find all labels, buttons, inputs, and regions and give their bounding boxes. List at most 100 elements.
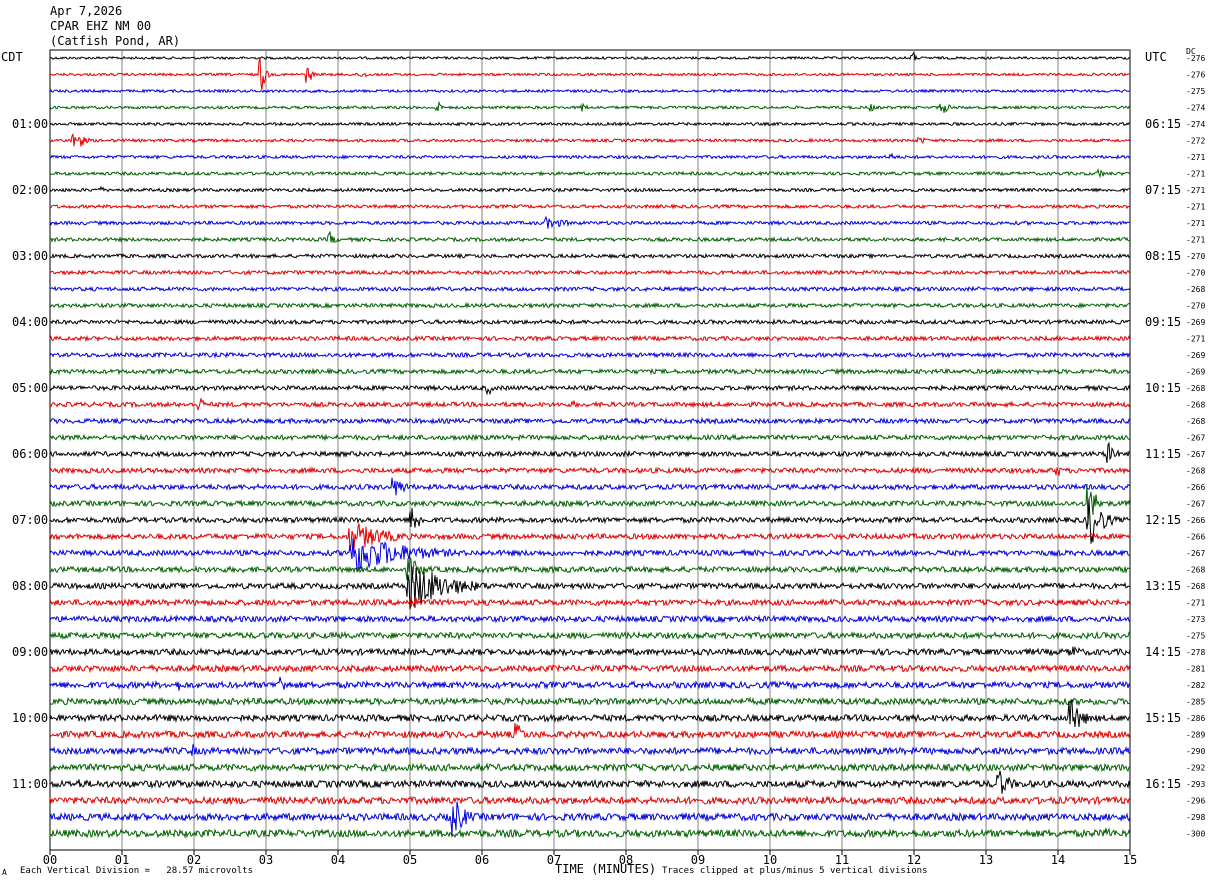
dc-value: -271 (1186, 153, 1205, 162)
cdt-time-label: 11:00 (12, 777, 48, 791)
cdt-time-label: 06:00 (12, 447, 48, 461)
x-tick-label: 14 (1051, 853, 1065, 867)
utc-time-label: 08:15 (1145, 249, 1181, 263)
x-tick-label: 07 (547, 853, 561, 867)
trace-line (49, 744, 1131, 757)
x-tick-label: 03 (259, 853, 273, 867)
dc-value: -268 (1186, 582, 1205, 591)
dc-value: -270 (1186, 302, 1205, 311)
trace-line (49, 770, 1131, 794)
trace-line (49, 466, 1131, 476)
dc-value: -271 (1186, 219, 1205, 228)
dc-value: -269 (1186, 368, 1205, 377)
dc-value: -292 (1186, 764, 1205, 773)
trace-line (49, 538, 1130, 573)
dc-value: -267 (1186, 434, 1205, 443)
trace-line (49, 269, 1131, 276)
dc-value: -271 (1186, 170, 1205, 179)
utc-time-label: 12:15 (1145, 513, 1181, 527)
trace-line (49, 645, 1131, 657)
trace-line (49, 384, 1131, 396)
dc-value: -293 (1186, 780, 1205, 789)
dc-value: -298 (1186, 813, 1205, 822)
trace-line (49, 167, 1131, 179)
dc-value: -270 (1186, 252, 1205, 261)
utc-time-label: 06:15 (1145, 117, 1181, 131)
trace-line (49, 121, 1131, 127)
scale-note: Each Vertical Division = 28.57 microvolt… (20, 866, 253, 876)
trace-line (49, 367, 1131, 376)
dc-value: -267 (1186, 450, 1205, 459)
dc-value: -270 (1186, 269, 1205, 278)
dc-value: -271 (1186, 599, 1205, 608)
trace-line (49, 231, 1131, 243)
trace-line (49, 441, 1131, 463)
dc-value: -267 (1186, 500, 1205, 509)
dc-value: -268 (1186, 467, 1205, 476)
trace-line (49, 51, 1131, 61)
dc-value: -273 (1186, 615, 1205, 624)
dc-value: -271 (1186, 236, 1205, 245)
corner-mark: A (2, 868, 7, 877)
trace-line (49, 433, 1131, 442)
dc-value: -296 (1186, 797, 1205, 806)
left-axis-title: CDT (1, 50, 23, 64)
dc-value: -285 (1186, 698, 1205, 707)
cdt-time-label: 04:00 (12, 315, 48, 329)
dc-value: -268 (1186, 384, 1205, 393)
trace-line (49, 301, 1131, 310)
dc-value: -289 (1186, 731, 1205, 740)
x-axis-title: TIME (MINUTES) (555, 862, 657, 876)
dc-value: -271 (1186, 335, 1205, 344)
cdt-time-label: 08:00 (12, 579, 48, 593)
dc-value: -276 (1186, 71, 1205, 80)
dc-value: -266 (1186, 533, 1205, 542)
trace-line (49, 215, 1131, 229)
dc-value: -268 (1186, 401, 1205, 410)
trace-line (49, 556, 1131, 581)
x-tick-label: 08 (619, 853, 633, 867)
trace-line (49, 416, 1131, 426)
trace-line (49, 699, 1131, 728)
trace-line (49, 334, 1131, 343)
cdt-time-label: 07:00 (12, 513, 48, 527)
trace-line (49, 285, 1131, 293)
dc-title: DC (1186, 47, 1196, 56)
trace-line (49, 523, 1131, 551)
trace-line (49, 398, 1131, 412)
cdt-time-label: 02:00 (12, 183, 48, 197)
station-code: CPAR EHZ NM 00 (50, 19, 152, 33)
dc-value: -271 (1186, 186, 1205, 195)
trace-line (49, 88, 1131, 94)
utc-time-label: 13:15 (1145, 579, 1181, 593)
dc-value: -290 (1186, 747, 1205, 756)
x-tick-label: 10 (763, 853, 777, 867)
x-tick-label: 01 (115, 853, 129, 867)
dc-value: -300 (1186, 830, 1205, 839)
x-tick-label: 04 (331, 853, 345, 867)
trace-line (49, 762, 1131, 773)
cdt-time-label: 10:00 (12, 711, 48, 725)
trace-line (49, 596, 1131, 608)
x-tick-label: 00 (43, 853, 57, 867)
trace-line (49, 57, 1131, 90)
trace-line (49, 152, 1131, 160)
dc-value: -268 (1186, 285, 1205, 294)
dc-value: -269 (1186, 351, 1205, 360)
trace-line (49, 185, 1130, 194)
dc-value: -266 (1186, 516, 1205, 525)
trace-line (49, 722, 1131, 740)
cdt-time-label: 03:00 (12, 249, 48, 263)
trace-line (49, 318, 1131, 326)
dc-value: -268 (1186, 417, 1205, 426)
trace-line (49, 676, 1131, 691)
utc-time-label: 10:15 (1145, 381, 1181, 395)
x-tick-label: 15 (1123, 853, 1137, 867)
station-location: (Catfish Pond, AR) (50, 34, 181, 48)
dc-value: -275 (1186, 632, 1205, 641)
dc-value: -275 (1186, 87, 1205, 96)
dc-value: -286 (1186, 714, 1205, 723)
dc-value: -274 (1186, 120, 1205, 129)
x-tick-label: 13 (979, 853, 993, 867)
